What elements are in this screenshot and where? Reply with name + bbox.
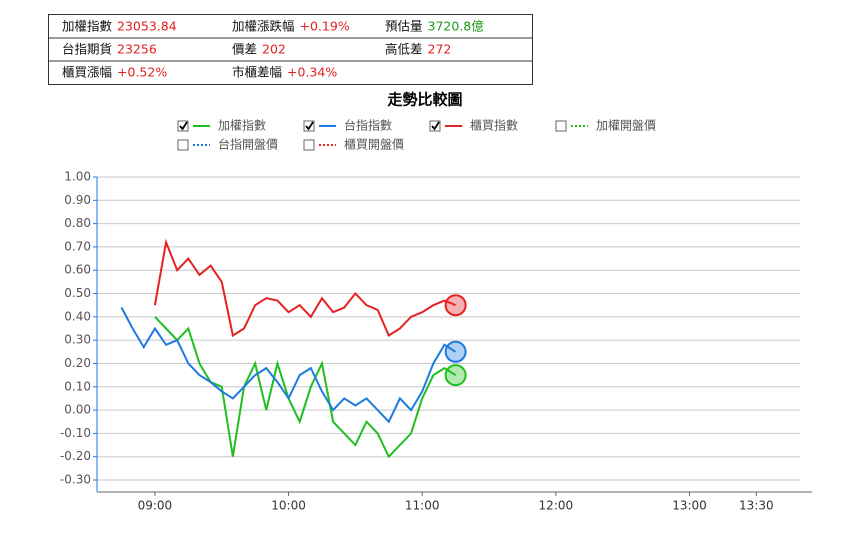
legend-checkbox [555, 120, 567, 132]
legend-check [305, 121, 314, 131]
info-value: +0.19% [300, 19, 350, 34]
info-value: 202 [262, 42, 286, 57]
info-label: 加權漲跌幅 [232, 19, 295, 34]
x-tick-label: 13:00 [672, 499, 707, 513]
legend-checkbox [429, 120, 441, 132]
legend-label: 台指指數 [344, 118, 392, 133]
series-line [120, 307, 457, 424]
x-tick-label: 09:00 [138, 499, 173, 513]
y-tick-label: 0.70 [64, 239, 91, 253]
y-tick-label: 0.60 [64, 263, 91, 277]
y-tick-label: 0.80 [64, 216, 91, 230]
chart-title: 走勢比較圖 [387, 91, 462, 109]
legend-label: 加權指數 [218, 118, 266, 133]
legend-checkbox [177, 120, 189, 132]
end-marker [444, 340, 467, 363]
info-label: 預估量 [385, 19, 423, 34]
info-label: 市櫃差幅 [232, 65, 282, 80]
info-value: 23256 [117, 42, 157, 57]
legend-checkbox [177, 139, 189, 151]
info-label: 高低差 [385, 42, 423, 57]
y-tick-label: 0.20 [64, 356, 91, 370]
info-value: +0.34% [287, 65, 337, 80]
x-tick-label: 10:00 [271, 499, 306, 513]
series-line [153, 238, 457, 338]
info-value: 23053.84 [117, 19, 177, 34]
legend-label: 櫃買開盤價 [344, 138, 404, 152]
info-value: +0.52% [117, 65, 167, 80]
legend-label: 櫃買指數 [470, 118, 518, 133]
legend-checkbox [303, 120, 315, 132]
y-tick-label: -0.20 [60, 449, 91, 463]
info-label: 台指期貨 [62, 42, 112, 57]
series-line [154, 316, 457, 459]
y-tick-label: -0.30 [60, 473, 91, 487]
info-label: 價差 [232, 42, 257, 57]
legend-label: 加權開盤價 [596, 119, 656, 133]
y-tick-label: 0.50 [64, 286, 91, 300]
legend-check [431, 121, 440, 131]
x-tick-label: 12:00 [539, 499, 574, 513]
legend-label: 台指開盤價 [218, 137, 278, 152]
y-tick-label: 1.00 [64, 170, 91, 184]
info-box [48, 14, 533, 85]
y-tick-label: 0.00 [64, 403, 91, 417]
end-marker [444, 294, 467, 317]
y-tick-label: 0.40 [64, 309, 91, 323]
info-label: 櫃買漲幅 [62, 65, 112, 80]
end-marker [444, 364, 467, 387]
y-tick-label: 0.10 [64, 379, 91, 393]
x-tick-label: 13:30 [739, 499, 774, 513]
legend-check [179, 121, 188, 131]
info-label: 加權指數 [62, 19, 113, 34]
legend-checkbox [303, 139, 315, 151]
y-tick-label: -0.10 [60, 426, 91, 440]
info-value: 272 [428, 42, 452, 57]
info-value: 3720.8億 [428, 19, 485, 34]
x-tick-label: 11:00 [405, 499, 440, 513]
y-tick-label: 0.90 [64, 193, 91, 207]
y-tick-label: 0.30 [64, 333, 91, 347]
